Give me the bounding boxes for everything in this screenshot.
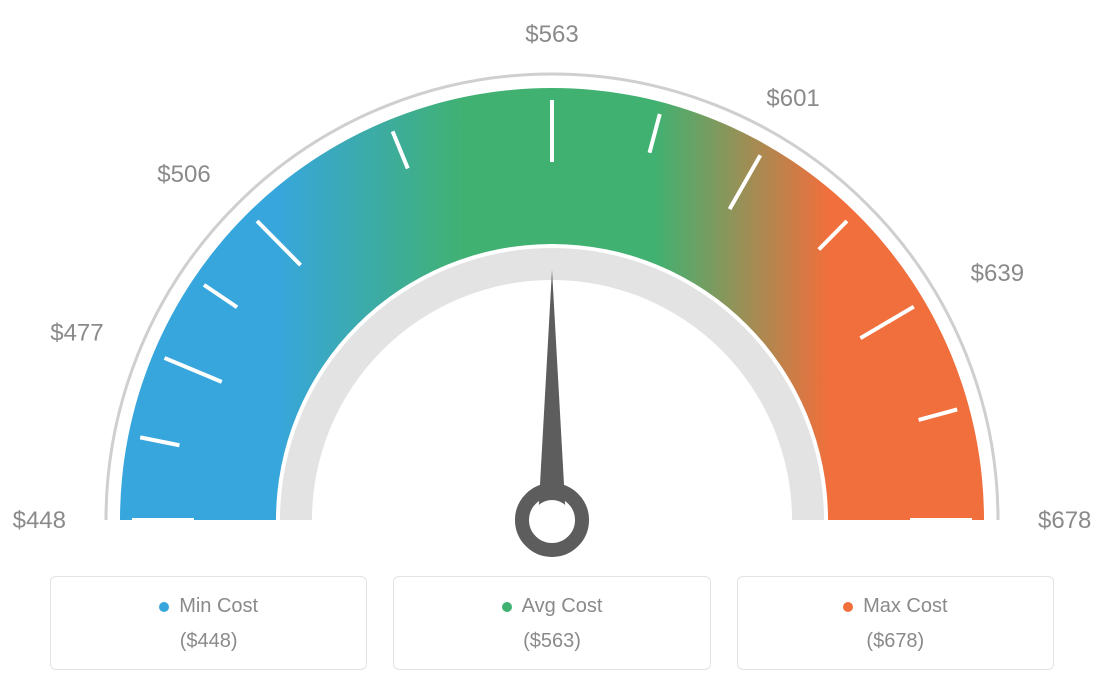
legend-max-card: Max Cost ($678) xyxy=(737,576,1054,670)
gauge-tick-label: $506 xyxy=(157,161,210,188)
legend-max-label: Max Cost xyxy=(863,595,947,618)
legend-max-value: ($678) xyxy=(748,630,1043,653)
gauge-tick-label: $639 xyxy=(971,260,1024,287)
gauge-needle xyxy=(538,270,566,520)
cost-gauge: $448 $477 $506 $563 $601 $639 $678 xyxy=(0,0,1104,560)
legend-avg-card: Avg Cost ($563) xyxy=(393,576,710,670)
legend-avg-value: ($563) xyxy=(404,630,699,653)
legend-max-dot xyxy=(843,602,853,612)
gauge-tick-label: $563 xyxy=(525,21,578,48)
legend-row: Min Cost ($448) Avg Cost ($563) Max Cost… xyxy=(50,576,1054,670)
legend-avg-dot xyxy=(502,602,512,612)
gauge-tick-label: $678 xyxy=(1038,507,1091,534)
gauge-tick-label: $601 xyxy=(766,85,819,112)
legend-min-value: ($448) xyxy=(61,630,356,653)
gauge-tick-label: $477 xyxy=(50,319,103,346)
legend-avg-label: Avg Cost xyxy=(522,595,603,618)
gauge-tick-label: $448 xyxy=(13,507,66,534)
legend-min-card: Min Cost ($448) xyxy=(50,576,367,670)
legend-min-dot xyxy=(159,602,169,612)
legend-min-label: Min Cost xyxy=(179,595,258,618)
gauge-needle-hub-inner xyxy=(532,500,572,540)
